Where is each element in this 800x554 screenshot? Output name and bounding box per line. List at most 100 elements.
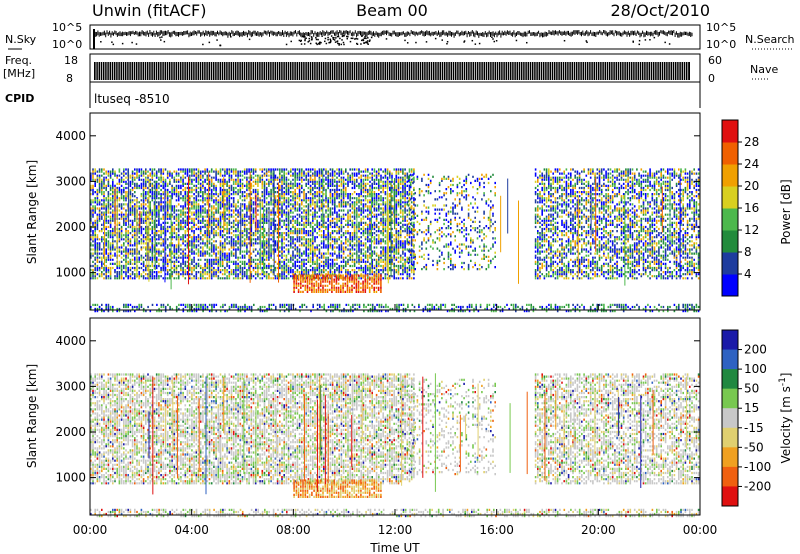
echo-column — [94, 180, 96, 278]
echo-column — [567, 303, 570, 306]
echo-column — [162, 510, 165, 514]
echo-column — [684, 398, 687, 401]
echo-column — [338, 463, 340, 466]
echo-column — [478, 403, 481, 406]
echo-column — [460, 310, 462, 313]
velocity-cbar-label-main: Velocity [m s — [779, 386, 793, 463]
echo-column — [684, 510, 687, 514]
echo-column — [315, 282, 318, 287]
echo-column — [142, 375, 145, 378]
echo-column — [257, 508, 259, 514]
noise-dot — [366, 40, 369, 42]
echo-column — [162, 303, 165, 306]
echo-column — [329, 383, 332, 386]
echo-column — [487, 181, 490, 221]
echo-column — [396, 508, 398, 511]
echo-column — [409, 181, 412, 185]
colorbar-segment — [722, 330, 738, 351]
echo-column — [331, 178, 334, 268]
echo-column — [638, 467, 640, 470]
echo-column — [438, 190, 441, 262]
echo-column — [409, 508, 411, 514]
echo-column — [644, 422, 647, 466]
noise-dot — [216, 39, 218, 41]
echo-column — [277, 515, 279, 518]
echo-column — [149, 310, 152, 313]
echo-column — [125, 508, 127, 511]
echo-column — [638, 373, 640, 475]
echo-column — [274, 449, 277, 452]
echo-column — [235, 178, 237, 278]
echo-column — [149, 195, 151, 276]
echo-column — [477, 508, 480, 516]
echo-column — [412, 225, 414, 228]
echo-column — [351, 274, 353, 291]
echo-column — [436, 384, 439, 457]
echo-column — [647, 391, 649, 395]
echo-column — [239, 188, 242, 268]
echo-column — [274, 199, 277, 278]
echo-column — [664, 510, 667, 514]
noise-dot — [319, 41, 321, 44]
echo-column — [366, 278, 369, 287]
echo-column — [283, 508, 286, 511]
echo-column — [347, 379, 349, 382]
echo-column — [219, 203, 222, 280]
echo-column — [230, 303, 233, 306]
echo-column — [651, 310, 654, 313]
echo-column — [136, 515, 138, 518]
echo-column — [311, 278, 313, 291]
echo-column — [697, 373, 700, 376]
echo-column — [160, 203, 162, 206]
echo-column — [596, 188, 599, 241]
echo-column — [404, 385, 406, 388]
echo-column — [215, 416, 217, 436]
echo-column — [125, 414, 127, 417]
echo-column — [160, 305, 163, 309]
echo-column — [378, 412, 380, 415]
echo-column — [506, 508, 508, 518]
colorbar-segment — [722, 388, 738, 409]
echo-column — [160, 474, 162, 477]
echo-column — [620, 303, 623, 306]
echo-column — [182, 379, 184, 485]
echo-column — [134, 443, 136, 446]
echo-column — [325, 387, 327, 390]
echo-column — [587, 457, 590, 460]
echo-column — [627, 383, 629, 458]
echo-column — [261, 176, 264, 274]
echo-column — [293, 481, 295, 496]
noise-dot — [342, 41, 345, 44]
echo-column — [320, 479, 322, 498]
echo-column — [611, 170, 614, 245]
echo-column — [293, 284, 295, 291]
echo-column — [384, 459, 387, 462]
echo-column — [391, 178, 393, 237]
echo-column — [585, 201, 588, 237]
noise-dot — [112, 43, 115, 46]
echo-column — [309, 410, 312, 413]
echo-column — [287, 387, 290, 390]
echo-column — [620, 174, 623, 177]
echo-column — [413, 373, 415, 479]
echo-column — [570, 396, 572, 405]
echo-column — [287, 389, 290, 438]
noise-dot — [356, 43, 359, 46]
echo-column — [323, 186, 325, 270]
echo-column — [257, 193, 259, 276]
echo-column — [147, 428, 149, 431]
echo-column — [261, 305, 264, 309]
echo-column — [140, 375, 143, 458]
noise-right-tick-low: 10^0 — [706, 38, 736, 51]
echo-column — [671, 178, 673, 280]
echo-column — [494, 220, 496, 223]
echo-column — [199, 191, 202, 278]
echo-column — [197, 209, 200, 243]
noise-dot — [324, 40, 326, 43]
echo-column — [563, 201, 565, 255]
echo-column — [129, 174, 132, 276]
echo-column — [320, 373, 323, 479]
echo-column — [605, 515, 607, 518]
echo-column — [246, 375, 248, 378]
echo-column — [631, 515, 634, 518]
